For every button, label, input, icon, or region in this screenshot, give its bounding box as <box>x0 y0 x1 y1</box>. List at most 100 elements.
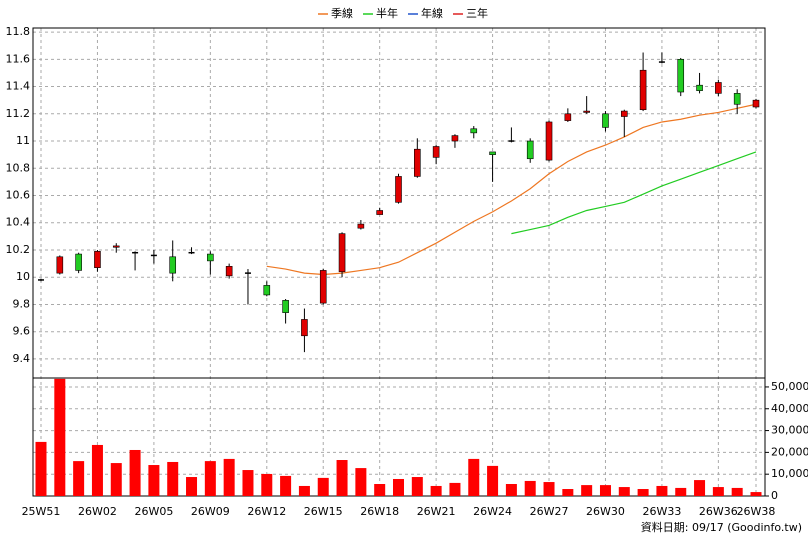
y-tick-label: 9.6 <box>13 325 31 338</box>
volume-bar <box>317 477 329 496</box>
candle-body <box>489 151 496 155</box>
y-tick-label: 11 <box>16 134 30 147</box>
x-tick-label: 26W12 <box>247 505 286 518</box>
candle-body <box>75 253 82 271</box>
volume-bar <box>223 458 235 496</box>
y-tick-label: 10.6 <box>6 189 31 202</box>
y-tick-label: 11.8 <box>6 25 31 38</box>
volume-bar <box>562 489 574 496</box>
source-note: 資料日期: 09/17 (Goodinfo.tw) <box>641 520 802 534</box>
volume-bar <box>449 482 461 496</box>
volume-bar <box>204 461 216 496</box>
volume-bar <box>505 484 517 496</box>
volume-bar <box>242 470 254 496</box>
volume-bar <box>73 461 85 496</box>
candle-body <box>376 210 383 215</box>
y-tick-label: 11.4 <box>6 80 31 93</box>
candle-body <box>526 140 534 160</box>
x-tick-label: 26W15 <box>304 505 343 518</box>
x-tick-label: 26W27 <box>530 505 569 518</box>
volume-bar <box>694 480 706 496</box>
candle-body <box>620 110 628 117</box>
candle-body <box>696 84 703 91</box>
candle-body <box>112 245 120 248</box>
volume-bar <box>581 485 593 496</box>
candle-body <box>715 82 722 94</box>
y-tick-label: 11.2 <box>6 107 31 120</box>
y2-tick-label: 40,000 <box>771 402 808 415</box>
candle-body <box>451 135 459 142</box>
candle-body <box>470 128 478 134</box>
volume-bar <box>712 487 724 496</box>
y-tick-label: 9.4 <box>13 352 31 365</box>
candle-body <box>583 110 590 113</box>
volume-bar <box>355 468 367 496</box>
volume-bar <box>336 460 348 496</box>
ma-line <box>266 103 757 276</box>
candle-body <box>752 99 760 108</box>
volume-bar <box>167 461 179 496</box>
y-tick-label: 10.4 <box>6 216 31 229</box>
x-tick-label: 26W38 <box>737 505 776 518</box>
y-tick-label: 11.6 <box>6 52 31 65</box>
candle-body <box>677 59 685 93</box>
candle-body <box>207 253 214 262</box>
candle-body <box>357 223 365 229</box>
volume-bar <box>298 485 310 496</box>
volume-bar <box>129 449 141 496</box>
candle-body <box>301 319 308 337</box>
legend-label: 半年 <box>376 6 398 20</box>
y2-tick-label: 20,000 <box>771 445 808 458</box>
volume-bar <box>54 378 66 496</box>
candle-body <box>414 148 421 177</box>
y2-tick-label: 30,000 <box>771 424 808 437</box>
x-tick-label: 26W21 <box>417 505 456 518</box>
candle-body <box>169 256 177 274</box>
candle-body <box>319 270 327 304</box>
x-tick-label: 26W02 <box>78 505 117 518</box>
volume-bar <box>411 477 423 496</box>
y-tick-label: 10 <box>16 270 30 283</box>
volume-bar <box>543 482 555 496</box>
y2-tick-label: 10,000 <box>771 467 808 480</box>
volume-bar <box>110 463 122 496</box>
x-tick-label: 26W09 <box>191 505 230 518</box>
candle-body <box>282 300 289 313</box>
volume-bar <box>148 465 160 496</box>
x-tick-label: 26W18 <box>360 505 399 518</box>
candle-body <box>733 93 741 105</box>
volume-bar <box>280 475 292 496</box>
volume-bar <box>637 489 649 496</box>
volume-bar <box>618 487 630 496</box>
y-tick-label: 9.8 <box>13 297 31 310</box>
candle-body <box>263 285 271 296</box>
candle-body <box>94 251 101 268</box>
volume-bar <box>261 473 273 496</box>
candle-body <box>602 113 609 128</box>
volume-bar <box>91 444 103 496</box>
volume-bar <box>186 477 198 496</box>
candle-body <box>395 176 402 203</box>
y-tick-label: 10.2 <box>6 243 31 256</box>
volume-bar <box>675 487 687 496</box>
ma-line <box>511 151 757 235</box>
y2-tick-label: 0 <box>771 489 778 502</box>
volume-bar <box>374 484 386 496</box>
x-tick-label: 25W51 <box>22 505 61 518</box>
candle-body <box>564 113 572 121</box>
y-tick-label: 10.8 <box>6 161 31 174</box>
candle-body <box>639 69 647 111</box>
volume-bar <box>487 465 499 496</box>
legend-label: 三年 <box>466 6 488 20</box>
volume-bar <box>750 492 762 496</box>
candle-body <box>432 146 440 158</box>
x-tick-label: 26W30 <box>586 505 625 518</box>
candle-body <box>338 233 346 273</box>
volume-bar <box>468 458 480 496</box>
x-tick-label: 26W33 <box>642 505 681 518</box>
volume-bar <box>524 480 536 496</box>
x-tick-label: 26W36 <box>699 505 738 518</box>
legend-label: 年線 <box>421 6 443 20</box>
volume-bar <box>656 485 668 496</box>
